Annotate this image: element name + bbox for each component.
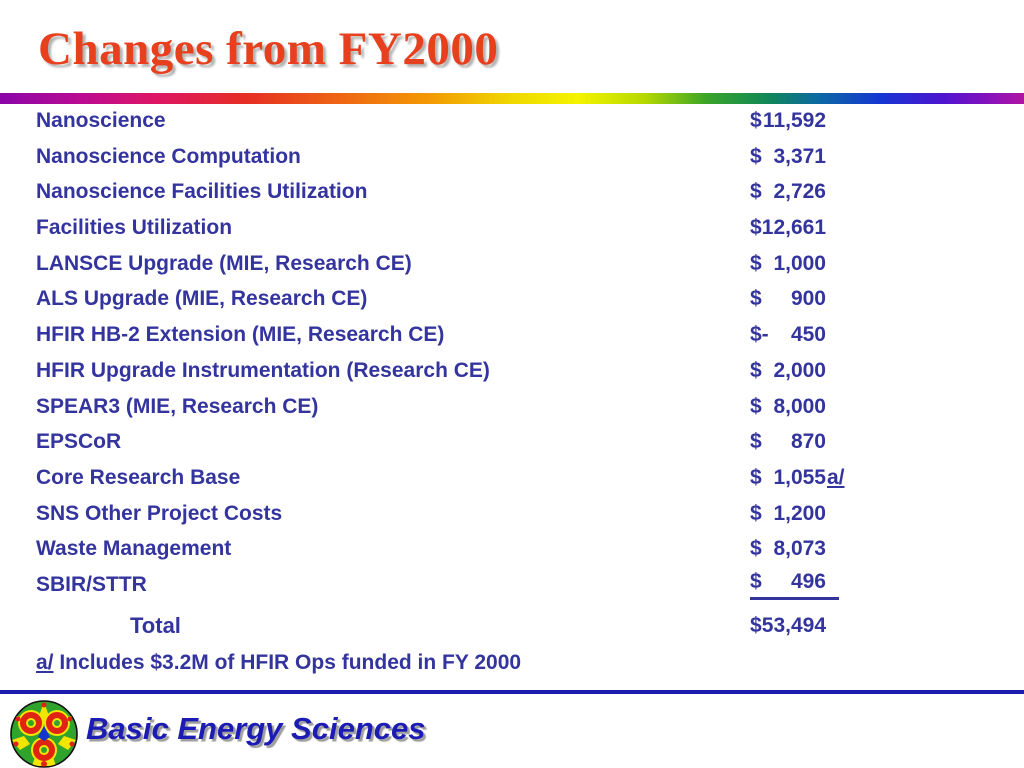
table-row: EPSCoR $870 — [36, 424, 988, 460]
row-value: $12,661 — [750, 216, 826, 240]
row-value: $900 — [750, 287, 826, 311]
amount: 53,494 — [761, 614, 826, 638]
total-value: $53,494 — [750, 614, 826, 638]
amount: 1,000 — [773, 251, 826, 275]
footnote-marker: a/ — [36, 651, 54, 675]
row-value: $11,592 — [750, 109, 826, 133]
table-row: SBIR/STTR $496 — [36, 567, 988, 603]
row-value: $8,073 — [750, 537, 826, 561]
table-row: ALS Upgrade (MIE, Research CE) $900 — [36, 282, 988, 318]
row-label: Waste Management — [36, 537, 232, 561]
row-label: Nanoscience Computation — [36, 144, 301, 168]
currency-prefix: $ — [750, 501, 762, 525]
currency-prefix: $ — [750, 537, 762, 561]
total-row: Total $53,494 — [36, 608, 988, 644]
amount: 3,371 — [773, 144, 826, 168]
row-value: $1,200 — [750, 502, 826, 526]
table-row: LANSCE Upgrade (MIE, Research CE) $1,000 — [36, 246, 988, 282]
row-value: $1,055 a/ — [750, 466, 845, 490]
row-label: ALS Upgrade (MIE, Research CE) — [36, 287, 368, 311]
table-row: HFIR HB-2 Extension (MIE, Research CE) $… — [36, 317, 988, 353]
bes-sphere-logo — [10, 700, 78, 768]
row-label: Nanoscience Facilities Utilization — [36, 180, 368, 204]
amount: 8,073 — [773, 537, 826, 561]
currency-prefix: $ — [750, 180, 762, 204]
table-row: Nanoscience $11,592 — [36, 103, 988, 139]
row-value: $3,371 — [750, 145, 826, 169]
row-label: SPEAR3 (MIE, Research CE) — [36, 394, 319, 418]
amount: 11,592 — [762, 108, 826, 132]
table-row: Nanoscience Computation $3,371 — [36, 139, 988, 175]
footnote: a/ Includes $3.2M of HFIR Ops funded in … — [36, 651, 988, 675]
changes-table: Nanoscience $11,592 Nanoscience Computat… — [36, 103, 988, 675]
total-label: Total — [130, 613, 181, 639]
currency-prefix: $ — [750, 466, 762, 490]
row-label: HFIR Upgrade Instrumentation (Research C… — [36, 358, 490, 382]
row-value: $1,000 — [750, 252, 826, 276]
currency-prefix: $- — [750, 323, 769, 347]
row-value-subtotal: $496 — [750, 570, 839, 601]
row-value: $2,726 — [750, 180, 826, 204]
row-label: Facilities Utilization — [36, 216, 233, 240]
currency-prefix: $ — [750, 216, 762, 240]
row-value: $- 450 — [750, 323, 826, 347]
row-label: SNS Other Project Costs — [36, 501, 283, 525]
table-row: Waste Management $8,073 — [36, 532, 988, 568]
amount: 1,200 — [773, 501, 826, 525]
row-label: Nanoscience — [36, 108, 166, 132]
row-label: LANSCE Upgrade (MIE, Research CE) — [36, 251, 412, 275]
amount: 2,726 — [773, 180, 826, 204]
currency-prefix: $ — [750, 394, 762, 418]
table-row: Facilities Utilization $12,661 — [36, 210, 988, 246]
table-row: Nanoscience Facilities Utilization $2,72… — [36, 174, 988, 210]
row-label: SBIR/STTR — [36, 573, 147, 597]
slide-title: Changes from FY2000 — [38, 23, 499, 75]
currency-prefix: $ — [750, 144, 762, 168]
amount: 12,661 — [761, 216, 826, 240]
row-value: $8,000 — [750, 395, 826, 419]
row-label: HFIR HB-2 Extension (MIE, Research CE) — [36, 323, 445, 347]
rainbow-divider — [0, 93, 1024, 104]
footnote-text: Includes $3.2M of HFIR Ops funded in FY … — [53, 651, 522, 675]
currency-prefix: $ — [750, 570, 762, 594]
table-row: Core Research Base $1,055 a/ — [36, 460, 988, 496]
table-row: SPEAR3 (MIE, Research CE) $8,000 — [36, 389, 988, 425]
organization-name: Basic Energy Sciences — [86, 711, 426, 746]
currency-prefix: $ — [750, 251, 762, 275]
amount: 450 — [790, 323, 826, 347]
amount: 1,055 — [773, 466, 826, 490]
currency-prefix: $ — [750, 430, 762, 454]
currency-prefix: $ — [750, 614, 762, 638]
footnote-ref: a/ — [827, 466, 845, 490]
table-row: HFIR Upgrade Instrumentation (Research C… — [36, 353, 988, 389]
amount: 496 — [790, 570, 826, 594]
currency-prefix: $ — [750, 358, 762, 382]
row-value: $2,000 — [750, 359, 826, 383]
row-label: EPSCoR — [36, 430, 122, 454]
row-value: $870 — [750, 430, 826, 454]
amount: 2,000 — [773, 358, 826, 382]
amount: 900 — [790, 287, 826, 311]
footer-divider-line — [0, 690, 1024, 694]
amount: 8,000 — [773, 394, 826, 418]
row-label: Core Research Base — [36, 466, 241, 490]
currency-prefix: $ — [750, 287, 762, 311]
table-row: SNS Other Project Costs $1,200 — [36, 496, 988, 532]
amount: 870 — [790, 430, 826, 454]
currency-prefix: $ — [750, 108, 762, 132]
